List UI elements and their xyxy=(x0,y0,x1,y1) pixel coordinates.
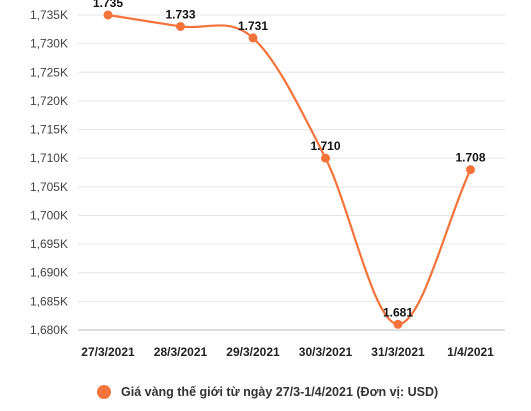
y-tick-label: 1,700K xyxy=(30,208,68,222)
y-tick-label: 1,695K xyxy=(30,237,68,251)
y-tick-label: 1,685K xyxy=(30,294,68,308)
series-line xyxy=(107,13,472,326)
x-axis: 27/3/2021 28/3/2021 29/3/2021 30/3/2021 31/3… xyxy=(81,345,494,359)
y-tick-label: 1,705K xyxy=(30,180,68,194)
y-tick-label: 1,715K xyxy=(30,123,68,137)
grid-lines xyxy=(78,14,505,331)
data-labels: 1.735 1.733 1.731 1.710 1.681 1.708 xyxy=(93,0,486,319)
y-tick-label: 1,690K xyxy=(30,266,68,280)
data-label: 1.681 xyxy=(383,305,413,319)
data-label: 1.708 xyxy=(455,151,485,165)
y-tick-label: 1,720K xyxy=(30,94,68,108)
y-tick-label: 1,710K xyxy=(30,151,68,165)
y-axis: 1,735K 1,730K 1,725K 1,720K 1,715K 1,710K 1,70… xyxy=(30,8,68,337)
legend: Giá vàng thế giới từ ngày 27/3-1/4/2021 … xyxy=(97,383,438,401)
legend-label: Giá vàng thế giới từ ngày 27/3-1/4/2021 … xyxy=(121,385,439,399)
y-tick-label: 1,725K xyxy=(30,65,68,79)
x-tick-label: 31/3/2021 xyxy=(371,345,425,359)
data-label: 1.733 xyxy=(165,7,195,21)
data-label: 1.731 xyxy=(238,19,268,33)
y-tick-label: 1,730K xyxy=(30,37,68,51)
x-tick-label: 27/3/2021 xyxy=(81,345,135,359)
x-tick-label: 30/3/2021 xyxy=(299,345,353,359)
data-point xyxy=(248,33,258,43)
data-point xyxy=(103,10,113,20)
legend-marker xyxy=(97,385,111,399)
data-point xyxy=(176,21,185,31)
x-tick-label: 1/4/2021 xyxy=(447,345,494,359)
data-point xyxy=(321,153,330,163)
data-point xyxy=(393,319,403,329)
y-tick-label: 1,680K xyxy=(30,323,68,337)
data-point xyxy=(466,165,475,175)
x-tick-label: 28/3/2021 xyxy=(154,345,208,359)
data-label: 1.735 xyxy=(93,0,123,10)
x-tick-label: 29/3/2021 xyxy=(226,345,280,359)
data-points xyxy=(103,10,475,329)
y-tick-label: 1,735K xyxy=(30,8,68,22)
data-label: 1.710 xyxy=(310,139,340,153)
